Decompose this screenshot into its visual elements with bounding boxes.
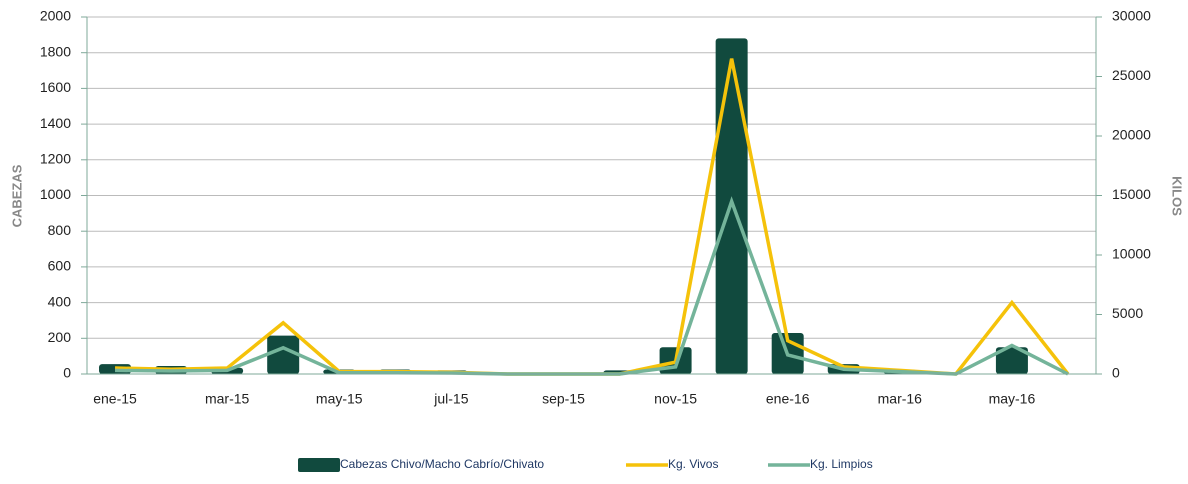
line <box>114 58 1070 376</box>
y-tick-label: 1400 <box>40 115 71 131</box>
bar <box>995 347 1028 374</box>
y-tick-label: 0 <box>63 365 71 381</box>
y-tick-label: 800 <box>48 222 72 238</box>
y-tick-label: 600 <box>48 258 72 274</box>
y-tick-label: 2000 <box>40 8 71 24</box>
x-tick-label: mar-15 <box>205 391 250 407</box>
legend-label: Kg. Limpios <box>810 457 873 471</box>
y2-tick-label: 20000 <box>1112 127 1151 143</box>
x-tick-label: ene-15 <box>93 391 137 407</box>
y-axis-title: CABEZAS <box>9 164 24 227</box>
legend-swatch <box>298 458 340 472</box>
bar <box>267 335 300 374</box>
x-tick-label: may-15 <box>316 391 363 407</box>
y-tick-label: 400 <box>48 293 72 309</box>
y-tick-label: 200 <box>48 329 72 345</box>
x-tick-label: mar-16 <box>878 391 923 407</box>
x-tick-label: may-16 <box>989 391 1036 407</box>
x-tick-label: nov-15 <box>654 391 697 407</box>
y2-tick-label: 0 <box>1112 365 1120 381</box>
y2-tick-label: 30000 <box>1112 8 1151 24</box>
y-tick-label: 1600 <box>40 79 71 95</box>
y2-tick-label: 5000 <box>1112 305 1143 321</box>
y2-tick-label: 25000 <box>1112 67 1151 83</box>
y2-tick-label: 15000 <box>1112 186 1151 202</box>
legend-label: Kg. Vivos <box>668 457 718 471</box>
x-tick-label: ene-16 <box>766 391 810 407</box>
y2-tick-label: 10000 <box>1112 246 1151 262</box>
y-tick-label: 1200 <box>40 151 71 167</box>
line <box>115 196 1069 376</box>
y-tick-label: 1800 <box>40 43 71 59</box>
legend-label: Cabezas Chivo/Macho Cabrío/Chivato <box>340 457 544 471</box>
x-tick-label: jul-15 <box>433 391 468 407</box>
y2-axis-title: KILOS <box>1170 176 1185 216</box>
y-tick-label: 1000 <box>40 186 71 202</box>
x-tick-label: sep-15 <box>542 391 585 407</box>
